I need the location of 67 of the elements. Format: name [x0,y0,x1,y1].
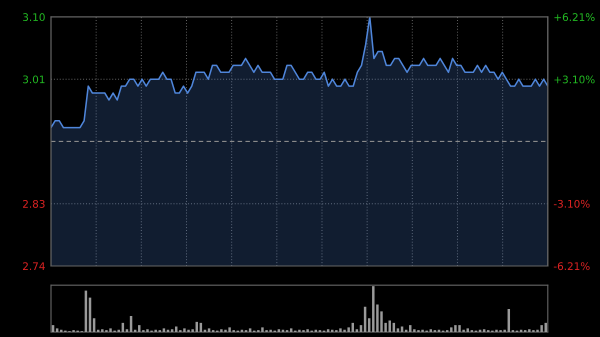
bar [196,322,198,332]
bar [430,329,432,332]
y-tick-label: 3.10 [23,13,45,22]
bar [528,329,531,332]
bar [482,329,486,332]
bar [372,286,375,332]
bar [450,327,453,332]
bar [421,330,424,332]
bar [478,330,482,332]
bar [520,330,522,332]
bar [326,329,330,332]
bar [458,325,461,332]
bar [306,329,309,332]
bar [228,327,231,332]
bar [290,328,292,332]
bar [392,322,396,332]
bar [130,316,132,332]
bar [400,326,404,332]
bar [52,325,54,332]
bar [339,328,342,332]
bar [162,328,166,332]
y2-tick-label: +3.10% [554,76,595,84]
bar [183,328,186,332]
bar [282,330,284,332]
bar [454,325,457,332]
bar [269,330,272,332]
bar [352,322,354,332]
bar [364,306,366,332]
bar [154,330,157,332]
bar [208,328,210,332]
bar [174,326,178,332]
bar [508,309,510,332]
y-tick-label: 2.83 [23,200,45,208]
bar [56,328,58,332]
bar [92,318,96,332]
y2-tick-label: -6.21% [554,262,590,270]
bar [109,328,112,332]
bar [298,330,301,332]
bar [261,327,264,332]
bar [495,330,498,332]
bar [544,322,547,332]
bar [187,330,190,332]
bar [388,320,391,332]
bar [240,330,244,332]
bar [409,325,412,332]
bar [331,330,334,332]
y2-tick-label: +6.21% [554,13,595,22]
bar [466,328,469,332]
bar [343,330,346,332]
bar [220,329,223,332]
bar [248,328,252,332]
bar [122,322,124,332]
y-tick-label: 2.74 [23,262,45,270]
y-tick-label: 3.01 [23,75,44,84]
bar [170,329,174,332]
bar [278,329,280,332]
bar [138,325,141,332]
bar [60,330,62,332]
bar [200,322,202,332]
bar [413,329,416,332]
bar [384,322,387,332]
bar [540,325,543,332]
bar [314,330,318,332]
bar [347,327,350,332]
bar [84,290,88,332]
bar [101,329,104,332]
y2-tick-label: -3.10% [554,200,590,208]
